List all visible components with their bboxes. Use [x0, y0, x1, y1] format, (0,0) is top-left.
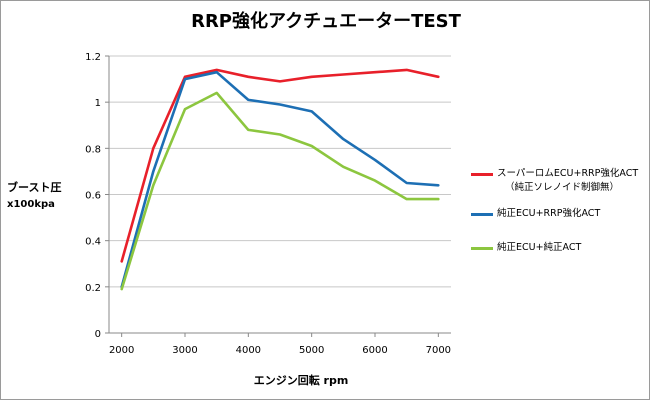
x-tick-label-3: 5000 — [299, 345, 324, 356]
y-tick-label-1: 0.2 — [85, 283, 101, 294]
x-tick-label-1: 3000 — [172, 345, 197, 356]
y-tick-label-5: 1 — [95, 98, 101, 109]
x-tick-label-4: 6000 — [362, 345, 387, 356]
series-line-2 — [120, 70, 440, 289]
x-axis-label: エンジン回転 rpm — [253, 374, 349, 387]
legend-swatch-series-2 — [471, 213, 493, 216]
y-axis-label: ブースト圧 x100kpa — [7, 179, 87, 213]
legend-sublabel-series-1: （純正ソレノイド制御無） — [505, 182, 620, 193]
y-axis-title: ブースト圧 — [7, 181, 62, 194]
y-tick-label-2: 0.4 — [85, 237, 101, 248]
x-tick-label-2: 4000 — [236, 345, 261, 356]
legend-item-series-2: 純正ECU+RRP強化ACT — [471, 207, 641, 223]
series-line-1 — [120, 68, 440, 263]
y-axis-unit: x100kpa — [7, 199, 55, 210]
y-tick-label-0: 0 — [95, 329, 101, 340]
x-tick-label-5: 7000 — [426, 345, 451, 356]
chart-title: RRP強化アクチュエーターTEST — [191, 11, 461, 32]
series-line-3 — [120, 91, 440, 291]
y-tick-label-6: 1.2 — [85, 52, 101, 63]
legend-label-series-3: 純正ECU+純正ACT — [497, 242, 582, 253]
legend-swatch-series-1 — [471, 173, 493, 176]
x-tick-label-0: 2000 — [109, 345, 134, 356]
legend-swatch-series-3 — [471, 247, 493, 250]
legend-label-series-2: 純正ECU+RRP強化ACT — [497, 208, 601, 219]
legend-item-series-3: 純正ECU+純正ACT — [471, 241, 641, 257]
legend-label-series-1: スーパーロムECU+RRP強化ACT — [497, 168, 639, 179]
y-tick-label-3: 0.6 — [85, 191, 101, 202]
legend-item-series-1: スーパーロムECU+RRP強化ACT （純正ソレノイド制御無） — [471, 167, 641, 199]
y-tick-label-4: 0.8 — [85, 144, 101, 155]
